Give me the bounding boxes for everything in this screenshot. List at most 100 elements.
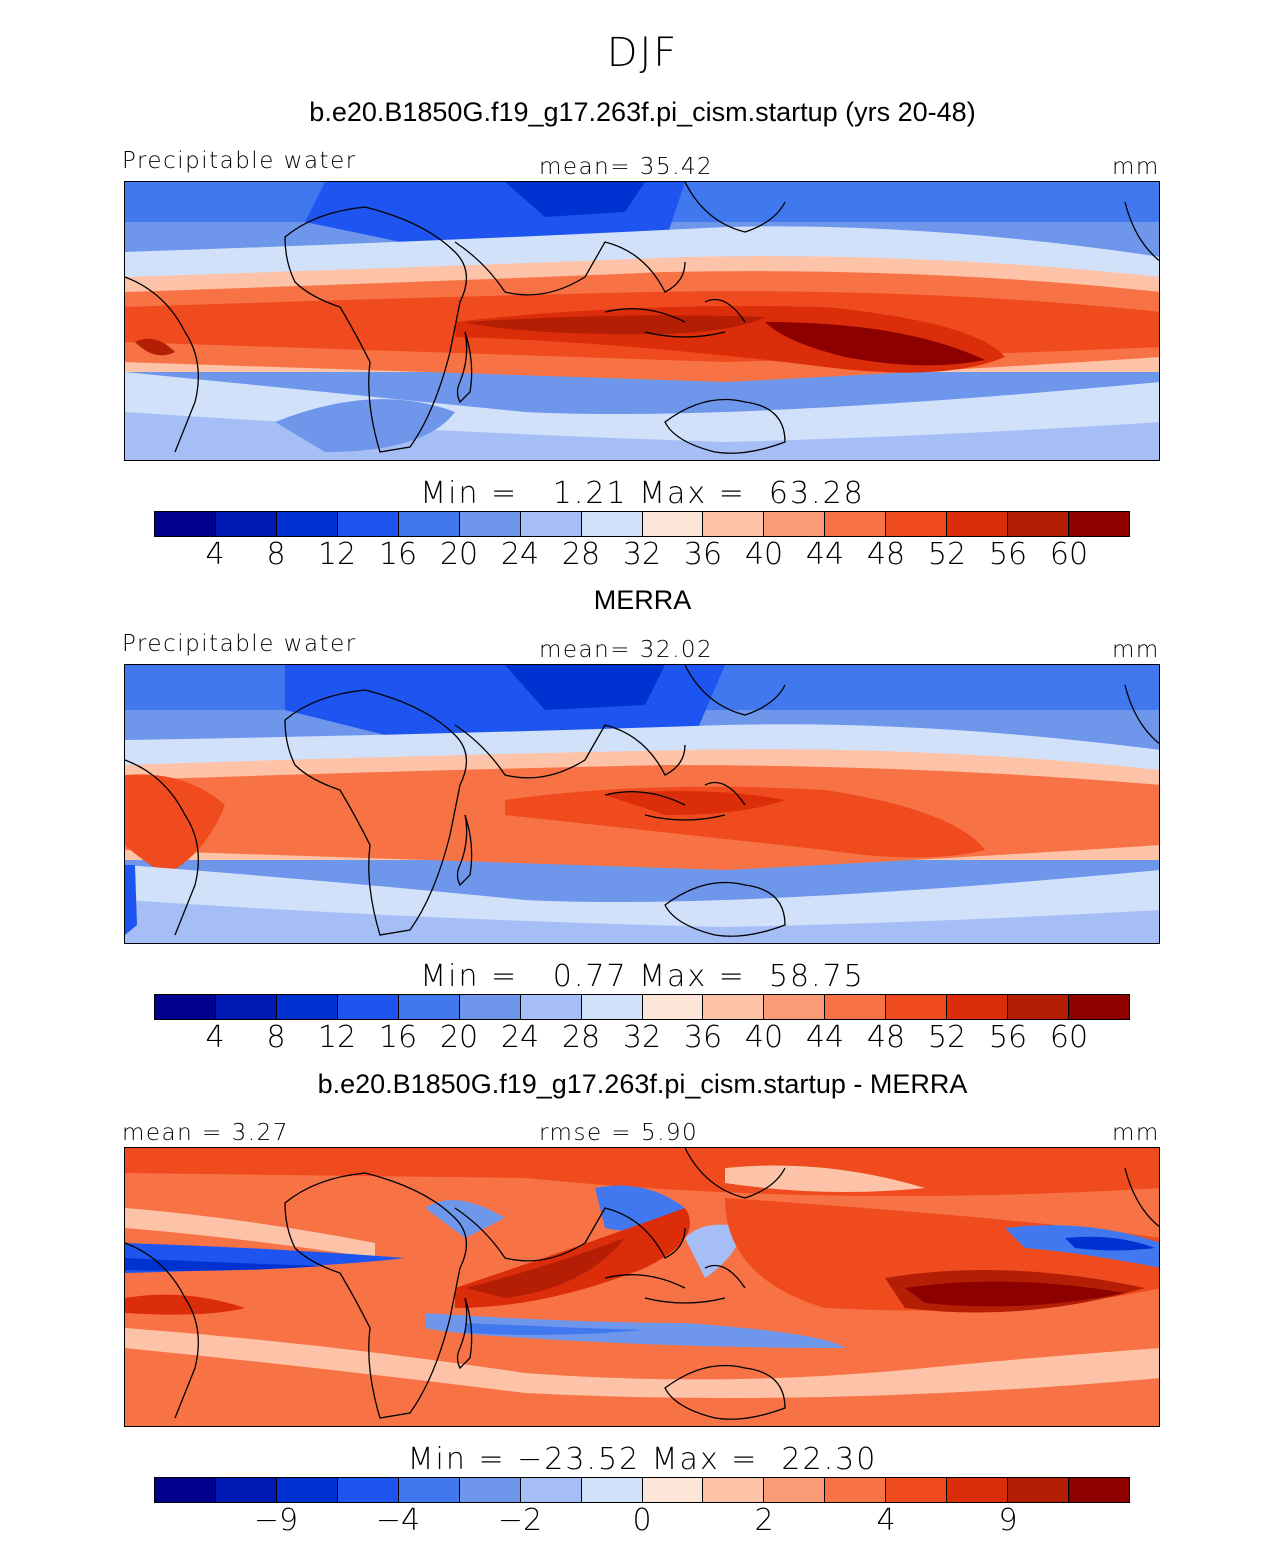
panel-3-colorbar bbox=[154, 1477, 1130, 1503]
colorbar-tick-label: 24 bbox=[500, 1020, 540, 1055]
colorbar-tick-label: −4 bbox=[375, 1503, 421, 1538]
colorbar-tick-label: 36 bbox=[683, 537, 723, 572]
panel-2-title: MERRA bbox=[593, 585, 692, 615]
colorbar-box bbox=[1008, 1478, 1070, 1502]
colorbar-box bbox=[825, 512, 887, 536]
colorbar-tick-label: 12 bbox=[317, 537, 357, 572]
colorbar-tick-label: 4 bbox=[205, 537, 225, 572]
colorbar-box bbox=[947, 995, 1009, 1019]
figure-title: DJF bbox=[606, 30, 679, 76]
colorbar-tick-label: 36 bbox=[683, 1020, 723, 1055]
colorbar-box bbox=[520, 512, 582, 536]
panel-3-units-label: mm bbox=[1112, 1120, 1160, 1146]
colorbar-box bbox=[215, 1478, 277, 1502]
colorbar-tick-label: 9 bbox=[998, 1503, 1018, 1538]
panel-2-colorbar-ticks: 4 8 12 16 20 24 28 32 36 40 44 48 52 56 60 bbox=[154, 1020, 1130, 1060]
colorbar-box bbox=[642, 1478, 704, 1502]
colorbar-tick-label: 44 bbox=[805, 1020, 845, 1055]
colorbar-box bbox=[337, 1478, 399, 1502]
colorbar-box bbox=[886, 1478, 948, 1502]
colorbar-box bbox=[459, 995, 521, 1019]
colorbar-box bbox=[703, 512, 765, 536]
panel-2-colorbar bbox=[154, 994, 1130, 1020]
colorbar-box bbox=[703, 995, 765, 1019]
panel-2-min-max: Min = 0.77 Max = 58.75 bbox=[420, 959, 865, 994]
colorbar-tick-label: 24 bbox=[500, 537, 540, 572]
panel-3-title: b.e20.B1850G.f19_g17.263f.pi_cism.startu… bbox=[317, 1069, 968, 1099]
colorbar-box bbox=[1069, 512, 1129, 536]
colorbar-box bbox=[825, 1478, 887, 1502]
colorbar-tick-label: 32 bbox=[622, 537, 662, 572]
panel-2-map bbox=[124, 664, 1160, 944]
colorbar-tick-label: 8 bbox=[266, 1020, 286, 1055]
colorbar-tick-label: 32 bbox=[622, 1020, 662, 1055]
colorbar-tick-label: 0 bbox=[632, 1503, 652, 1538]
colorbar-box bbox=[642, 512, 704, 536]
panel-3-colorbar-ticks: −9 −4 −2 0 2 4 9 bbox=[154, 1503, 1130, 1543]
colorbar-tick-label: 52 bbox=[927, 537, 967, 572]
colorbar-box bbox=[337, 995, 399, 1019]
colorbar-box bbox=[276, 512, 338, 536]
colorbar-box bbox=[886, 512, 948, 536]
colorbar-box bbox=[1069, 1478, 1129, 1502]
colorbar-tick-label: 52 bbox=[927, 1020, 967, 1055]
colorbar-box bbox=[764, 512, 826, 536]
colorbar-tick-label: 8 bbox=[266, 537, 286, 572]
panel-3-rmse-label: rmse = 5.90 bbox=[539, 1120, 699, 1146]
colorbar-tick-label: 28 bbox=[561, 1020, 601, 1055]
colorbar-box bbox=[1008, 512, 1070, 536]
panel-1-min-max: Min = 1.21 Max = 63.28 bbox=[420, 476, 865, 511]
panel-1-variable-label: Precipitable water bbox=[122, 148, 357, 174]
colorbar-tick-label: 4 bbox=[876, 1503, 896, 1538]
colorbar-box bbox=[155, 1478, 216, 1502]
colorbar-box bbox=[215, 995, 277, 1019]
panel-3-mean-label: mean = 3.27 bbox=[122, 1120, 289, 1146]
colorbar-box bbox=[398, 995, 460, 1019]
colorbar-tick-label: 20 bbox=[439, 537, 479, 572]
colorbar-tick-label: 56 bbox=[988, 1020, 1028, 1055]
colorbar-tick-label: 28 bbox=[561, 537, 601, 572]
colorbar-box bbox=[581, 1478, 643, 1502]
colorbar-tick-label: 60 bbox=[1049, 1020, 1089, 1055]
panel-3-min-max: Min = −23.52 Max = 22.30 bbox=[407, 1442, 878, 1477]
colorbar-box bbox=[520, 1478, 582, 1502]
colorbar-box bbox=[155, 512, 216, 536]
colorbar-tick-label: 12 bbox=[317, 1020, 357, 1055]
panel-1-colorbar-ticks: 4 8 12 16 20 24 28 32 36 40 44 48 52 56 60 bbox=[154, 537, 1130, 577]
colorbar-tick-label: 56 bbox=[988, 537, 1028, 572]
colorbar-box bbox=[459, 1478, 521, 1502]
colorbar-box bbox=[947, 512, 1009, 536]
colorbar-tick-label: 4 bbox=[205, 1020, 225, 1055]
panel-1-units-label: mm bbox=[1112, 154, 1160, 180]
colorbar-tick-label: −2 bbox=[497, 1503, 543, 1538]
colorbar-tick-label: 40 bbox=[744, 537, 784, 572]
colorbar-box bbox=[1008, 995, 1070, 1019]
colorbar-tick-label: −9 bbox=[253, 1503, 299, 1538]
colorbar-box bbox=[276, 995, 338, 1019]
panel-2-mean-label: mean= 32.02 bbox=[539, 637, 714, 663]
colorbar-box bbox=[459, 512, 521, 536]
colorbar-tick-label: 48 bbox=[866, 537, 906, 572]
colorbar-box bbox=[520, 995, 582, 1019]
colorbar-tick-label: 60 bbox=[1049, 537, 1089, 572]
colorbar-box bbox=[398, 512, 460, 536]
panel-2-variable-label: Precipitable water bbox=[122, 631, 357, 657]
colorbar-box bbox=[825, 995, 887, 1019]
colorbar-tick-label: 40 bbox=[744, 1020, 784, 1055]
colorbar-box bbox=[642, 995, 704, 1019]
colorbar-box bbox=[276, 1478, 338, 1502]
panel-1-title: b.e20.B1850G.f19_g17.263f.pi_cism.startu… bbox=[309, 97, 976, 127]
colorbar-box bbox=[764, 995, 826, 1019]
colorbar-box bbox=[155, 995, 216, 1019]
colorbar-tick-label: 16 bbox=[378, 537, 418, 572]
colorbar-tick-label: 48 bbox=[866, 1020, 906, 1055]
colorbar-tick-label: 16 bbox=[378, 1020, 418, 1055]
colorbar-box bbox=[703, 1478, 765, 1502]
colorbar-box bbox=[337, 512, 399, 536]
panel-1-map bbox=[124, 181, 1160, 461]
panel-1-colorbar bbox=[154, 511, 1130, 537]
colorbar-box bbox=[764, 1478, 826, 1502]
panel-3-map bbox=[124, 1147, 1160, 1427]
colorbar-box bbox=[1069, 995, 1129, 1019]
colorbar-box bbox=[581, 512, 643, 536]
